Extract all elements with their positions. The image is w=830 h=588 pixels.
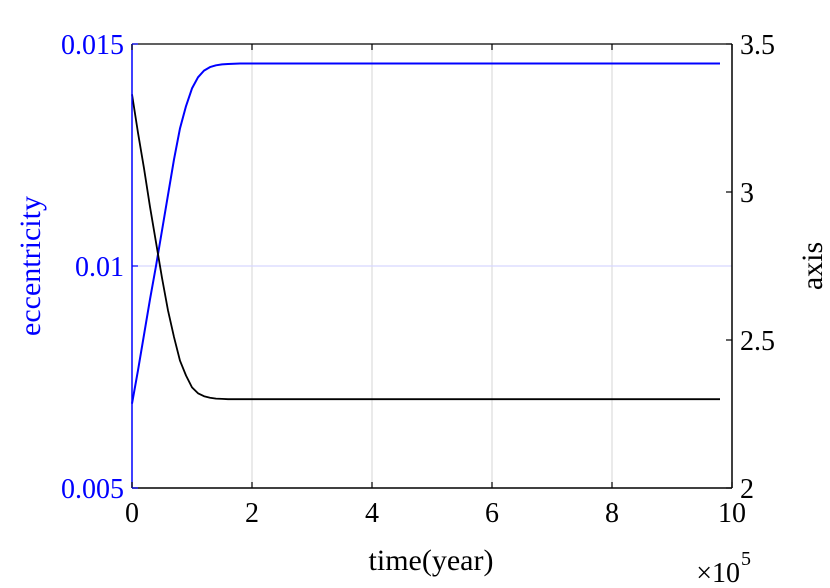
x-tick-label: 2 bbox=[245, 498, 259, 529]
right-tick-label: 3.5 bbox=[740, 30, 775, 61]
left-axis-label: eccentricity bbox=[14, 196, 47, 336]
x-axis-label: time(year) bbox=[369, 544, 494, 577]
series-line-right bbox=[131, 94, 720, 401]
left-tick-label: 0.005 bbox=[61, 474, 124, 505]
left-tick-label: 0.015 bbox=[61, 30, 124, 61]
tick-labels: 0 2 4 6 8 10 0.005 0.01 0.015 2 2.5 3 3.5 bbox=[61, 30, 775, 529]
left-tick-label: 0.01 bbox=[75, 252, 124, 283]
x-tick-label: 0 bbox=[125, 498, 139, 529]
x-tick-label: 10 bbox=[718, 498, 746, 529]
x-tick-label: 8 bbox=[605, 498, 619, 529]
grid-lines bbox=[132, 44, 732, 488]
x-tick-label: 6 bbox=[485, 498, 499, 529]
right-tick-label: 2 bbox=[740, 474, 754, 505]
right-tick-label: 2.5 bbox=[740, 326, 775, 357]
x-exponent-label: ×10 bbox=[696, 558, 740, 588]
right-axis-label: axis bbox=[796, 242, 829, 290]
series-lines bbox=[131, 62, 720, 404]
x-tick-label: 4 bbox=[365, 498, 379, 529]
axes-frame bbox=[131, 43, 733, 489]
x-exponent-power: 5 bbox=[741, 548, 751, 570]
right-tick-label: 3 bbox=[740, 178, 754, 209]
series-line-left bbox=[131, 62, 720, 404]
